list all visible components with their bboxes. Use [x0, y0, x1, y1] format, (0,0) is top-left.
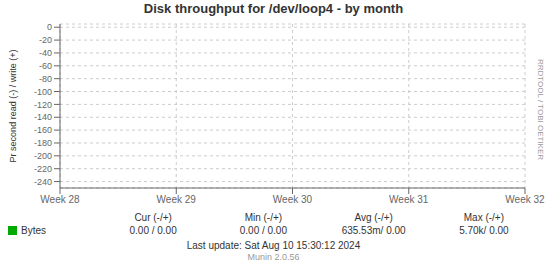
- svg-text:Week 30: Week 30: [273, 194, 313, 205]
- svg-text:-40: -40: [39, 48, 52, 58]
- html-text:0.00 / 0.00: 0.00 / 0.00: [129, 225, 177, 236]
- html-text:635.53m/ 0.00: 635.53m/ 0.00: [341, 225, 406, 236]
- svg-text:Week 32: Week 32: [505, 194, 545, 205]
- html-text:Avg (-/+): Avg (-/+): [354, 212, 393, 223]
- html-text:RRDTOOL / TOBI OETIKER: RRDTOOL / TOBI OETIKER: [536, 59, 545, 161]
- svg-text:Week 31: Week 31: [389, 194, 429, 205]
- svg-text:-100: -100: [34, 87, 52, 97]
- svg-text:Pr second read (-) / write (+): Pr second read (-) / write (+): [8, 50, 18, 163]
- svg-text:-120: -120: [34, 100, 52, 110]
- html-text:Max (-/+): Max (-/+): [463, 212, 504, 223]
- html-text:Cur (-/+): Cur (-/+): [134, 212, 172, 223]
- html-text:Last update: Sat Aug 10 15:30:: Last update: Sat Aug 10 15:30:12 2024: [186, 240, 361, 251]
- svg-text:Week 29: Week 29: [157, 194, 197, 205]
- html-text:5.70k/ 0.00: 5.70k/ 0.00: [459, 225, 509, 236]
- html-text:Munin 2.0.56: Munin 2.0.56: [247, 252, 300, 262]
- html-text:0.00 / 0.00: 0.00 / 0.00: [239, 225, 287, 236]
- svg-text:-20: -20: [39, 35, 52, 45]
- html-text:Bytes: Bytes: [21, 225, 46, 236]
- svg-text:-200: -200: [34, 151, 52, 161]
- svg-text:-160: -160: [34, 125, 52, 135]
- svg-text:-220: -220: [34, 164, 52, 174]
- svg-text:-140: -140: [34, 112, 52, 122]
- svg-text:-180: -180: [34, 138, 52, 148]
- html-text:Min (-/+): Min (-/+): [244, 212, 283, 223]
- html-text:Disk throughput for /dev/loop4: Disk throughput for /dev/loop4 - by mont…: [143, 1, 404, 16]
- svg-text:Week 28: Week 28: [40, 194, 80, 205]
- svg-text:0: 0: [47, 22, 52, 32]
- svg-text:-240: -240: [34, 177, 52, 187]
- svg-text:-60: -60: [39, 61, 52, 71]
- svg-text:-80: -80: [39, 74, 52, 84]
